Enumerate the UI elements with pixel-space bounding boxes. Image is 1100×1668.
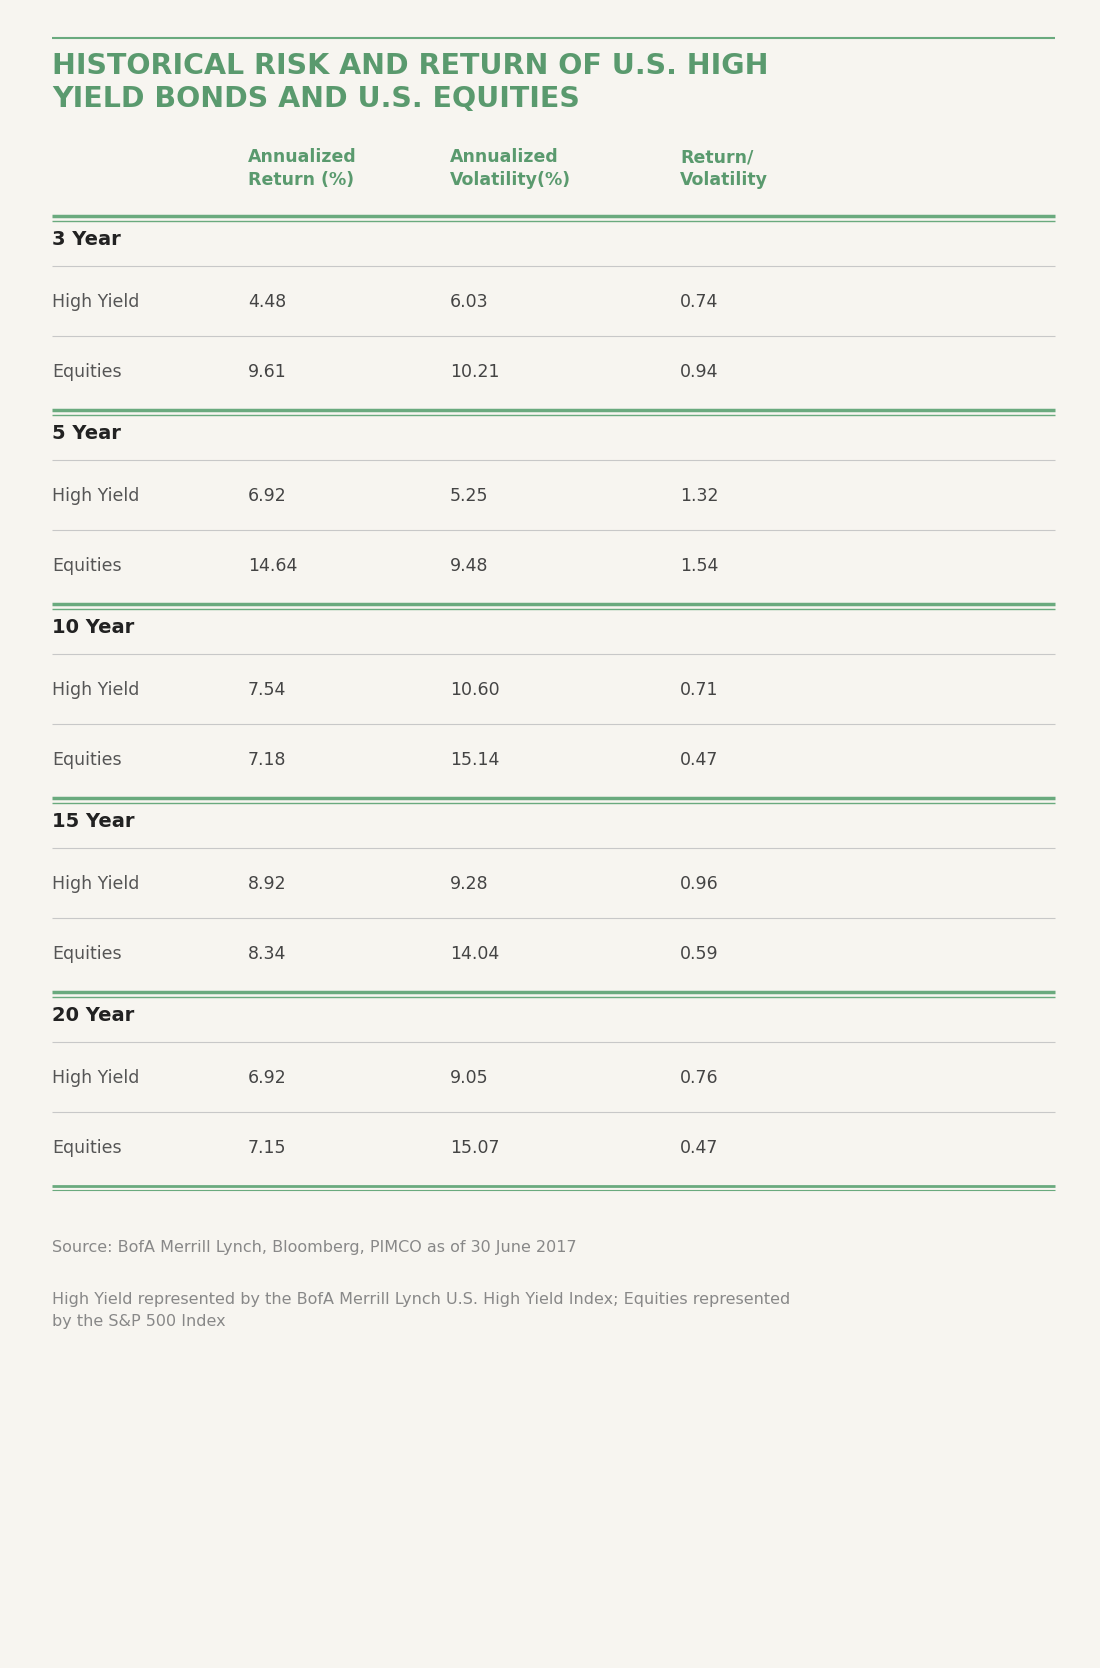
Text: High Yield: High Yield	[52, 1069, 140, 1088]
Text: 15.14: 15.14	[450, 751, 499, 769]
Text: 14.04: 14.04	[450, 946, 499, 962]
Text: High Yield: High Yield	[52, 681, 140, 699]
Text: Equities: Equities	[52, 557, 122, 575]
Text: Equities: Equities	[52, 751, 122, 769]
Text: 1.54: 1.54	[680, 557, 718, 575]
Text: 6.92: 6.92	[248, 1069, 287, 1088]
Text: 0.71: 0.71	[680, 681, 718, 699]
Text: Annualized
Volatility(%): Annualized Volatility(%)	[450, 148, 571, 188]
Text: 3 Year: 3 Year	[52, 230, 121, 249]
Text: High Yield represented by the BofA Merrill Lynch U.S. High Yield Index; Equities: High Yield represented by the BofA Merri…	[52, 1293, 790, 1329]
Text: 8.92: 8.92	[248, 876, 287, 892]
Text: 0.47: 0.47	[680, 1139, 718, 1158]
Text: 10.60: 10.60	[450, 681, 499, 699]
Text: 9.05: 9.05	[450, 1069, 488, 1088]
Text: 0.59: 0.59	[680, 946, 718, 962]
Text: 5 Year: 5 Year	[52, 424, 121, 444]
Text: 8.34: 8.34	[248, 946, 286, 962]
Text: 9.61: 9.61	[248, 364, 287, 380]
Text: Source: BofA Merrill Lynch, Bloomberg, PIMCO as of 30 June 2017: Source: BofA Merrill Lynch, Bloomberg, P…	[52, 1239, 576, 1254]
Text: 7.54: 7.54	[248, 681, 286, 699]
Text: 4.48: 4.48	[248, 294, 286, 310]
Text: 15.07: 15.07	[450, 1139, 499, 1158]
Text: Equities: Equities	[52, 1139, 122, 1158]
Text: 0.47: 0.47	[680, 751, 718, 769]
Text: Equities: Equities	[52, 364, 122, 380]
Text: 0.76: 0.76	[680, 1069, 718, 1088]
Text: 9.28: 9.28	[450, 876, 488, 892]
Text: 7.18: 7.18	[248, 751, 286, 769]
Text: Equities: Equities	[52, 946, 122, 962]
Text: 6.03: 6.03	[450, 294, 488, 310]
Text: 6.92: 6.92	[248, 487, 287, 505]
Text: High Yield: High Yield	[52, 487, 140, 505]
Text: 7.15: 7.15	[248, 1139, 286, 1158]
Text: High Yield: High Yield	[52, 876, 140, 892]
Text: Annualized
Return (%): Annualized Return (%)	[248, 148, 356, 188]
Text: 0.94: 0.94	[680, 364, 718, 380]
Text: 9.48: 9.48	[450, 557, 488, 575]
Text: High Yield: High Yield	[52, 294, 140, 310]
Text: 20 Year: 20 Year	[52, 1006, 134, 1026]
Text: 14.64: 14.64	[248, 557, 297, 575]
Text: 10.21: 10.21	[450, 364, 499, 380]
Text: 10 Year: 10 Year	[52, 619, 134, 637]
Text: 0.74: 0.74	[680, 294, 718, 310]
Text: 5.25: 5.25	[450, 487, 488, 505]
Text: YIELD BONDS AND U.S. EQUITIES: YIELD BONDS AND U.S. EQUITIES	[52, 85, 580, 113]
Text: 15 Year: 15 Year	[52, 812, 134, 831]
Text: 0.96: 0.96	[680, 876, 718, 892]
Text: 1.32: 1.32	[680, 487, 718, 505]
Text: Return/
Volatility: Return/ Volatility	[680, 148, 768, 188]
Text: HISTORICAL RISK AND RETURN OF U.S. HIGH: HISTORICAL RISK AND RETURN OF U.S. HIGH	[52, 52, 769, 80]
